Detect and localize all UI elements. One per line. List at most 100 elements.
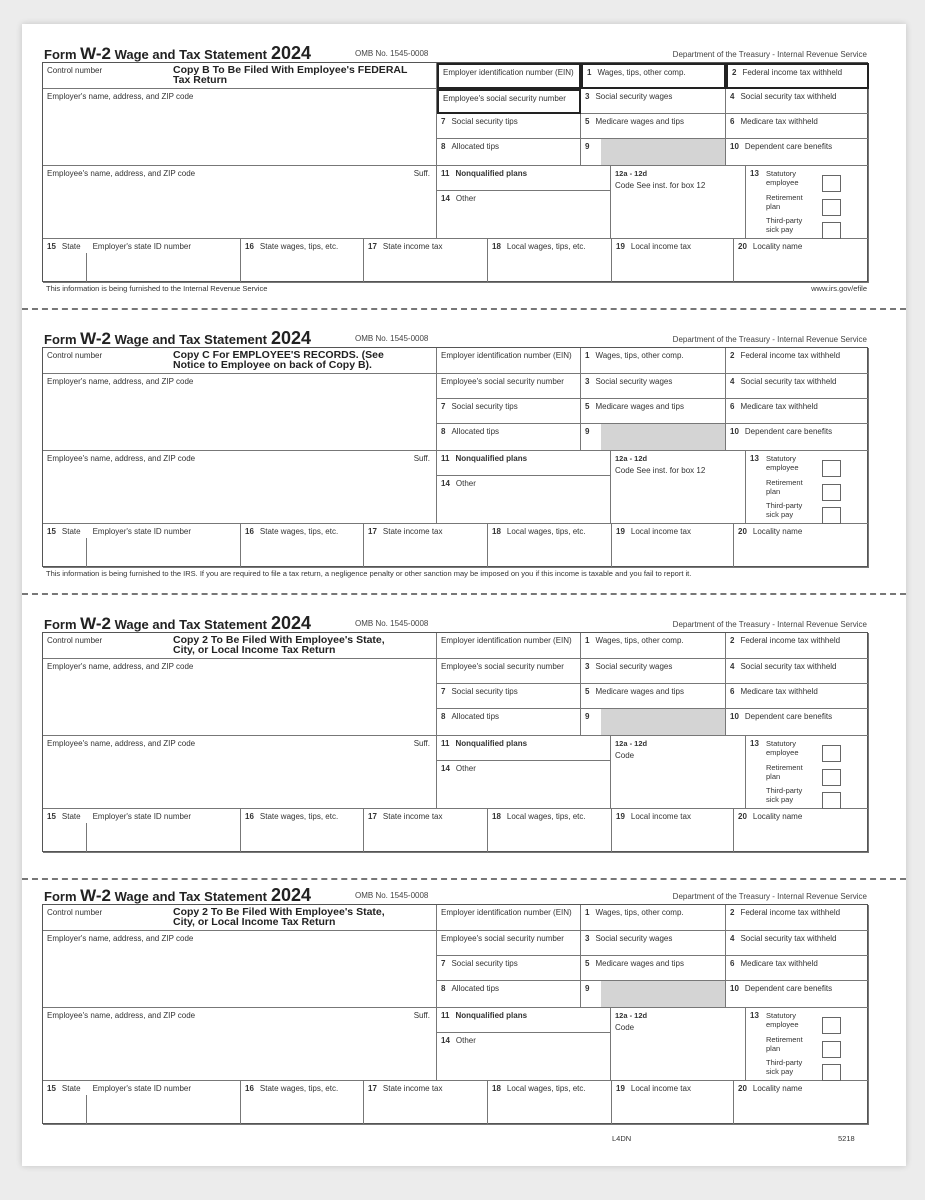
box-5-medicare-wages[interactable]: 5 Medicare wages and tips: [581, 114, 726, 139]
box-3-ss-wages[interactable]: 3 Social security wages: [581, 659, 726, 684]
retirement-plan-checkbox[interactable]: [822, 769, 841, 786]
box-18-local-wages[interactable]: 18 Local wages, tips, etc.: [488, 524, 612, 568]
box-6-medicare-tax[interactable]: 6 Medicare tax withheld: [726, 684, 869, 709]
box-15-state[interactable]: 15 State Employer's state ID number: [43, 524, 241, 568]
box-10-dependent-care[interactable]: 10 Dependent care benefits: [726, 424, 869, 451]
box-10-dependent-care[interactable]: 10 Dependent care benefits: [726, 139, 869, 166]
ssn-box[interactable]: Employee's social security number: [437, 374, 581, 399]
box-12[interactable]: 12a - 12d Code See inst. for box 12: [611, 166, 746, 239]
third-party-sick-pay-checkbox[interactable]: [822, 507, 841, 524]
control-number[interactable]: Control number Copy 2 To Be Filed With Em…: [43, 905, 437, 931]
box-9[interactable]: 9: [581, 981, 726, 1008]
box-20-locality[interactable]: 20 Locality name: [734, 1081, 869, 1125]
box-3-ss-wages[interactable]: 3 Social security wages: [581, 931, 726, 956]
ssn-box[interactable]: Employee's social security number: [437, 931, 581, 956]
box-10-dependent-care[interactable]: 10 Dependent care benefits: [726, 709, 869, 736]
box-13[interactable]: 13 Statutory employee Retirement plan Third…: [746, 736, 869, 809]
box-9[interactable]: 9: [581, 139, 726, 166]
box-20-locality[interactable]: 20 Locality name: [734, 239, 869, 283]
box-19-local-tax[interactable]: 19 Local income tax: [612, 809, 734, 853]
retirement-plan-checkbox[interactable]: [822, 199, 841, 216]
box-7-ss-tips[interactable]: 7 Social security tips: [437, 114, 581, 139]
box-3-ss-wages[interactable]: 3 Social security wages: [581, 89, 726, 114]
box-8-allocated-tips[interactable]: 8 Allocated tips: [437, 424, 581, 451]
box-7-ss-tips[interactable]: 7 Social security tips: [437, 956, 581, 981]
box-14-other[interactable]: 14 Other: [437, 476, 611, 524]
box-12[interactable]: 12a - 12d Code See inst. for box 12: [611, 451, 746, 524]
third-party-sick-pay-checkbox[interactable]: [822, 1064, 841, 1081]
box-13[interactable]: 13 Statutory employee Retirement plan Third…: [746, 1008, 869, 1081]
box-2-federal-tax[interactable]: 2 Federal income tax withheld: [726, 905, 869, 931]
ssn-box[interactable]: Employee's social security number: [437, 659, 581, 684]
box-2-federal-tax[interactable]: 2 Federal income tax withheld: [726, 348, 869, 374]
statutory-employee-checkbox[interactable]: [822, 460, 841, 477]
control-number[interactable]: Control number Copy 2 To Be Filed With Em…: [43, 633, 437, 659]
box-13[interactable]: 13 Statutory employee Retirement plan Third…: [746, 166, 869, 239]
box-1-wages[interactable]: 1 Wages, tips, other comp.: [581, 905, 726, 931]
box-15-state[interactable]: 15 State Employer's state ID number: [43, 1081, 241, 1125]
box-5-medicare-wages[interactable]: 5 Medicare wages and tips: [581, 684, 726, 709]
box-10-dependent-care[interactable]: 10 Dependent care benefits: [726, 981, 869, 1008]
box-8-allocated-tips[interactable]: 8 Allocated tips: [437, 139, 581, 166]
box-1-wages[interactable]: 1 Wages, tips, other comp.: [581, 348, 726, 374]
ein-box[interactable]: Employer identification number (EIN): [437, 905, 581, 931]
box-17-state-tax[interactable]: 17 State income tax: [364, 524, 488, 568]
box-6-medicare-tax[interactable]: 6 Medicare tax withheld: [726, 399, 869, 424]
box-11-nonqualified[interactable]: 11 Nonqualified plans: [437, 736, 611, 761]
box-4-ss-tax[interactable]: 4 Social security tax withheld: [726, 374, 869, 399]
box-2-federal-tax[interactable]: 2 Federal income tax withheld: [726, 63, 869, 89]
box-13[interactable]: 13 Statutory employee Retirement plan Third…: [746, 451, 869, 524]
employer-name-box[interactable]: Employer's name, address, and ZIP code: [43, 931, 437, 1008]
box-4-ss-tax[interactable]: 4 Social security tax withheld: [726, 931, 869, 956]
box-11-nonqualified[interactable]: 11 Nonqualified plans: [437, 166, 611, 191]
ein-box[interactable]: Employer identification number (EIN): [437, 633, 581, 659]
box-2-federal-tax[interactable]: 2 Federal income tax withheld: [726, 633, 869, 659]
control-number[interactable]: Control number Copy C For EMPLOYEE'S RECO…: [43, 348, 437, 374]
employer-name-box[interactable]: Employer's name, address, and ZIP code: [43, 374, 437, 451]
box-1-wages[interactable]: 1 Wages, tips, other comp.: [581, 63, 726, 89]
box-16-state-wages[interactable]: 16 State wages, tips, etc.: [241, 524, 364, 568]
ein-box[interactable]: Employer identification number (EIN): [437, 63, 581, 89]
box-3-ss-wages[interactable]: 3 Social security wages: [581, 374, 726, 399]
box-5-medicare-wages[interactable]: 5 Medicare wages and tips: [581, 399, 726, 424]
employee-name-box[interactable]: Employee's name, address, and ZIP code Su…: [43, 451, 437, 524]
box-18-local-wages[interactable]: 18 Local wages, tips, etc.: [488, 809, 612, 853]
ein-box[interactable]: Employer identification number (EIN): [437, 348, 581, 374]
box-18-local-wages[interactable]: 18 Local wages, tips, etc.: [488, 239, 612, 283]
irs-efile-link[interactable]: www.irs.gov/efile: [811, 284, 867, 293]
ssn-box[interactable]: Employee's social security number: [437, 89, 581, 114]
third-party-sick-pay-checkbox[interactable]: [822, 222, 841, 239]
box-6-medicare-tax[interactable]: 6 Medicare tax withheld: [726, 956, 869, 981]
box-16-state-wages[interactable]: 16 State wages, tips, etc.: [241, 809, 364, 853]
box-1-wages[interactable]: 1 Wages, tips, other comp.: [581, 633, 726, 659]
box-5-medicare-wages[interactable]: 5 Medicare wages and tips: [581, 956, 726, 981]
box-20-locality[interactable]: 20 Locality name: [734, 524, 869, 568]
retirement-plan-checkbox[interactable]: [822, 484, 841, 501]
box-17-state-tax[interactable]: 17 State income tax: [364, 1081, 488, 1125]
box-19-local-tax[interactable]: 19 Local income tax: [612, 524, 734, 568]
employer-name-box[interactable]: Employer's name, address, and ZIP code: [43, 89, 437, 166]
box-17-state-tax[interactable]: 17 State income tax: [364, 809, 488, 853]
statutory-employee-checkbox[interactable]: [822, 1017, 841, 1034]
box-12[interactable]: 12a - 12d Code: [611, 736, 746, 809]
box-19-local-tax[interactable]: 19 Local income tax: [612, 239, 734, 283]
box-16-state-wages[interactable]: 16 State wages, tips, etc.: [241, 239, 364, 283]
box-9[interactable]: 9: [581, 709, 726, 736]
box-15-state[interactable]: 15 State Employer's state ID number: [43, 809, 241, 853]
statutory-employee-checkbox[interactable]: [822, 745, 841, 762]
box-12[interactable]: 12a - 12d Code: [611, 1008, 746, 1081]
box-11-nonqualified[interactable]: 11 Nonqualified plans: [437, 1008, 611, 1033]
box-14-other[interactable]: 14 Other: [437, 761, 611, 809]
box-14-other[interactable]: 14 Other: [437, 191, 611, 239]
box-14-other[interactable]: 14 Other: [437, 1033, 611, 1081]
third-party-sick-pay-checkbox[interactable]: [822, 792, 841, 809]
box-4-ss-tax[interactable]: 4 Social security tax withheld: [726, 89, 869, 114]
statutory-employee-checkbox[interactable]: [822, 175, 841, 192]
employer-name-box[interactable]: Employer's name, address, and ZIP code: [43, 659, 437, 736]
box-8-allocated-tips[interactable]: 8 Allocated tips: [437, 709, 581, 736]
retirement-plan-checkbox[interactable]: [822, 1041, 841, 1058]
box-15-state[interactable]: 15 State Employer's state ID number: [43, 239, 241, 283]
box-16-state-wages[interactable]: 16 State wages, tips, etc.: [241, 1081, 364, 1125]
box-17-state-tax[interactable]: 17 State income tax: [364, 239, 488, 283]
box-7-ss-tips[interactable]: 7 Social security tips: [437, 399, 581, 424]
